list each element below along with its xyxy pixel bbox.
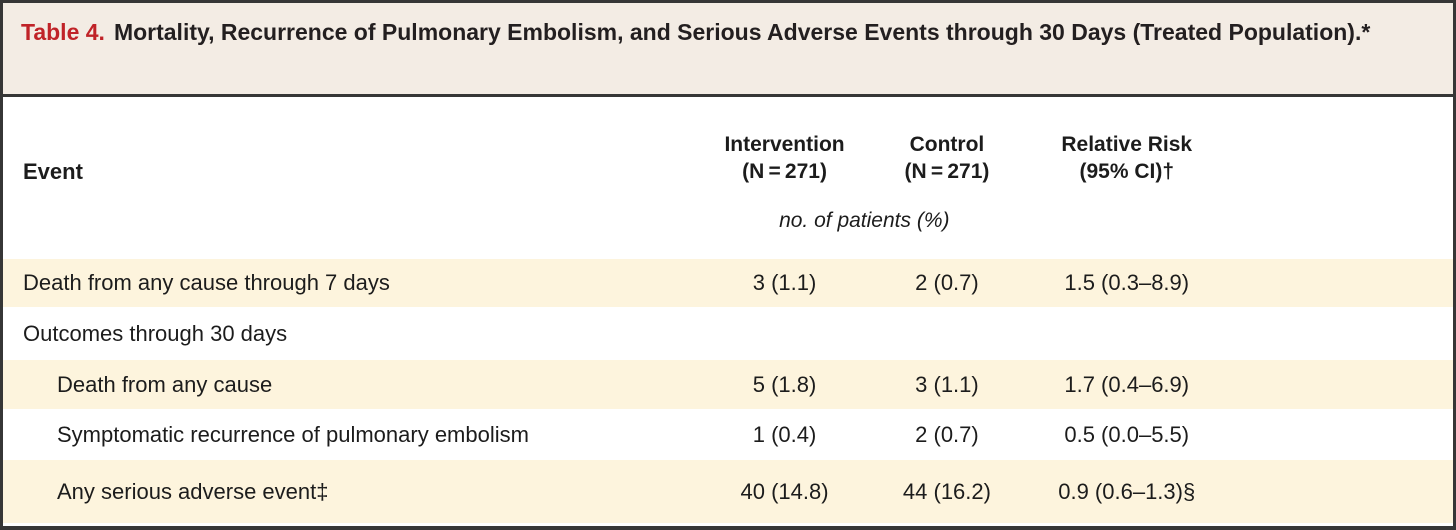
header-row: Event Intervention (N = 271) Control (N … <box>3 97 1453 187</box>
intervention-cell: 40 (14.8) <box>740 478 829 504</box>
table-title-bar: Table 4. Mortality, Recurrence of Pulmona… <box>3 3 1453 97</box>
intervention-cell: 5 (1.8) <box>752 371 817 397</box>
event-cell: Death from any cause <box>57 371 273 397</box>
column-header-relative-risk-line2: (95% CI)† <box>1079 160 1174 183</box>
row-spacer <box>1227 460 1453 523</box>
column-header-event: Event <box>23 159 83 184</box>
control-cell: 2 (0.7) <box>915 421 979 447</box>
relative-risk-cell: 0.9 (0.6–1.3)§ <box>1058 478 1196 504</box>
relative-risk-cell: 1.7 (0.4–6.9) <box>1064 371 1190 397</box>
units-subheader: no. of patients (%) <box>779 208 950 232</box>
column-header-relative-risk: Relative Risk (95% CI)† <box>1027 97 1227 187</box>
column-header-control: Control (N = 271) <box>867 97 1027 187</box>
intervention-cell: 1 (0.4) <box>752 421 817 447</box>
row-spacer <box>1227 409 1453 460</box>
table-number-label: Table 4. <box>21 19 105 45</box>
table-row-serious-adverse-event: Any serious adverse event‡ 40 (14.8) 44 … <box>3 460 1453 523</box>
relative-risk-cell <box>1027 307 1227 360</box>
relative-risk-cell: 0.5 (0.0–5.5) <box>1064 421 1190 447</box>
control-cell <box>867 307 1027 360</box>
relative-risk-cell: 1.5 (0.3–8.9) <box>1064 270 1190 295</box>
column-header-control-line2: (N = 271) <box>904 160 990 183</box>
control-cell: 44 (16.2) <box>902 478 991 504</box>
column-header-intervention: Intervention (N = 271) <box>702 97 867 187</box>
column-header-intervention-line2: (N = 271) <box>742 160 827 183</box>
control-cell: 2 (0.7) <box>915 270 979 295</box>
row-spacer <box>1227 259 1453 307</box>
row-spacer <box>1227 307 1453 360</box>
intervention-cell <box>702 307 867 360</box>
event-cell: Symptomatic recurrence of pulmonary embo… <box>57 421 529 447</box>
row-spacer <box>1227 360 1453 409</box>
column-header-relative-risk-line1: Relative Risk <box>1061 133 1193 156</box>
subheader-row: no. of patients (%) <box>3 187 1453 259</box>
event-cell: Any serious adverse event‡ <box>57 478 329 504</box>
header-spacer <box>1227 97 1453 187</box>
event-cell: Death from any cause through 7 days <box>23 270 390 295</box>
column-header-control-line1: Control <box>909 133 985 156</box>
column-header-intervention-line1: Intervention <box>724 133 845 156</box>
control-cell: 3 (1.1) <box>915 371 979 397</box>
table-row-death-any-cause: Death from any cause 5 (1.8) 3 (1.1) 1.7… <box>3 360 1453 409</box>
data-table: Event Intervention (N = 271) Control (N … <box>3 97 1453 523</box>
table-row-death-7-days: Death from any cause through 7 days 3 (1… <box>3 259 1453 307</box>
intervention-cell: 3 (1.1) <box>752 270 817 295</box>
table-row-symptomatic-recurrence: Symptomatic recurrence of pulmonary embo… <box>3 409 1453 460</box>
table-title-text: Mortality, Recurrence of Pulmonary Embol… <box>113 19 1371 45</box>
event-cell: Outcomes through 30 days <box>23 320 288 346</box>
table-row-outcomes-30-days-section: Outcomes through 30 days <box>3 307 1453 360</box>
